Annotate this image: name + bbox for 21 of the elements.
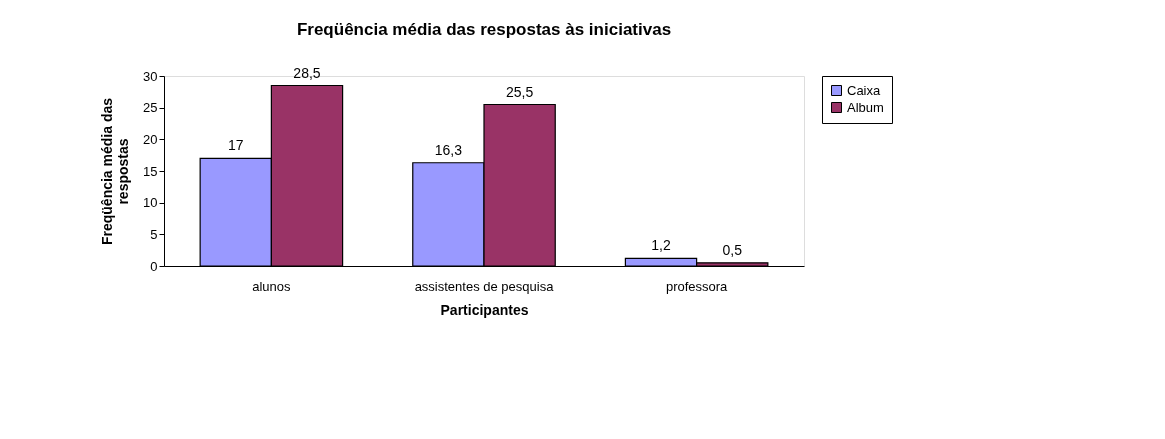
data-label: 0,5 xyxy=(722,241,743,258)
data-label: 1,2 xyxy=(651,237,671,254)
y-tick-label: 0 xyxy=(150,258,158,274)
legend-label: Caixa xyxy=(847,82,882,98)
x-axis-title: Participantes xyxy=(440,301,529,318)
chart-title: Freqüência média das respostas às iniciativas xyxy=(296,19,672,39)
data-label: 17 xyxy=(227,137,244,154)
y-tick-label: 15 xyxy=(143,163,158,179)
x-tick-label: assistentes de pesquisa xyxy=(414,278,555,294)
y-tick-label: 10 xyxy=(143,195,158,211)
legend-label: Album xyxy=(847,99,884,115)
x-tick-label: professora xyxy=(665,278,729,294)
data-label: 16,3 xyxy=(434,141,463,158)
x-tick-label: alunos xyxy=(252,278,292,294)
data-label: 28,5 xyxy=(293,64,321,81)
data-label: 25,5 xyxy=(505,83,534,100)
y-axis-title: Freqüência média das respostas xyxy=(99,97,132,246)
y-tick-label: 25 xyxy=(143,100,158,116)
y-tick-label: 20 xyxy=(143,131,158,147)
y-tick-label: 5 xyxy=(150,226,158,242)
y-tick-label: 30 xyxy=(143,68,158,84)
